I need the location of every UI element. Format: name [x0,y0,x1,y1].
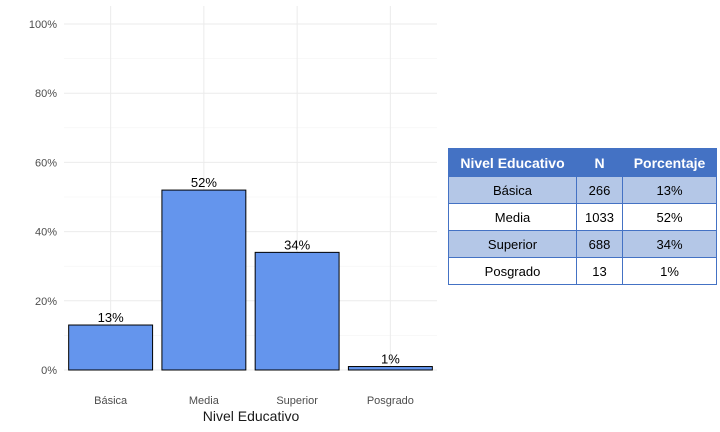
data-label: 1% [381,352,400,367]
x-tick-label: Posgrado [367,395,414,407]
summary-table: Nivel Educativo N Porcentaje Básica 266 … [448,148,717,285]
cell-level: Básica [448,176,577,204]
cell-pct: 13% [622,176,717,204]
cell-pct: 52% [622,203,717,231]
table-row: Superior 688 34% [448,230,717,258]
bar-posgrado [347,366,433,371]
y-tick-label: 60% [35,157,57,169]
y-tick-label: 0% [41,365,57,377]
header-nivel-educativo: Nivel Educativo [448,148,577,177]
bar-media [161,189,247,371]
x-tick-label: Superior [276,395,318,407]
cell-n: 1033 [576,203,623,231]
table-row: Media 1033 52% [448,203,717,231]
cell-n: 13 [576,257,623,285]
x-axis-ticks: Básica Media Superior Posgrado [94,395,414,407]
y-tick-label: 80% [35,88,57,100]
bar-básica [68,324,154,371]
data-label: 34% [284,237,310,252]
cell-pct: 34% [622,230,717,258]
cell-n: 266 [576,176,623,204]
chart-bars: 13% 52% 34% 1% [68,175,433,371]
cell-level: Superior [448,230,577,258]
x-tick-label: Básica [94,395,128,407]
table-header-row: Nivel Educativo N Porcentaje [448,148,717,177]
y-tick-label: 100% [29,19,57,31]
y-tick-label: 40% [35,227,57,239]
cell-level: Media [448,203,577,231]
cell-n: 688 [576,230,623,258]
cell-pct: 1% [622,257,717,285]
data-label: 13% [98,310,124,325]
x-tick-label: Media [189,395,220,407]
y-tick-label: 20% [35,296,57,308]
header-porcentaje: Porcentaje [622,148,717,177]
y-axis-ticks: 0% 20% 40% 60% 80% 100% [29,19,57,377]
bar-superior [254,251,340,371]
header-n: N [576,148,623,177]
cell-level: Posgrado [448,257,577,285]
x-axis-title: Nivel Educativo [203,408,300,424]
table-row: Posgrado 13 1% [448,257,717,285]
data-label: 52% [191,175,217,190]
table-row: Básica 266 13% [448,176,717,204]
